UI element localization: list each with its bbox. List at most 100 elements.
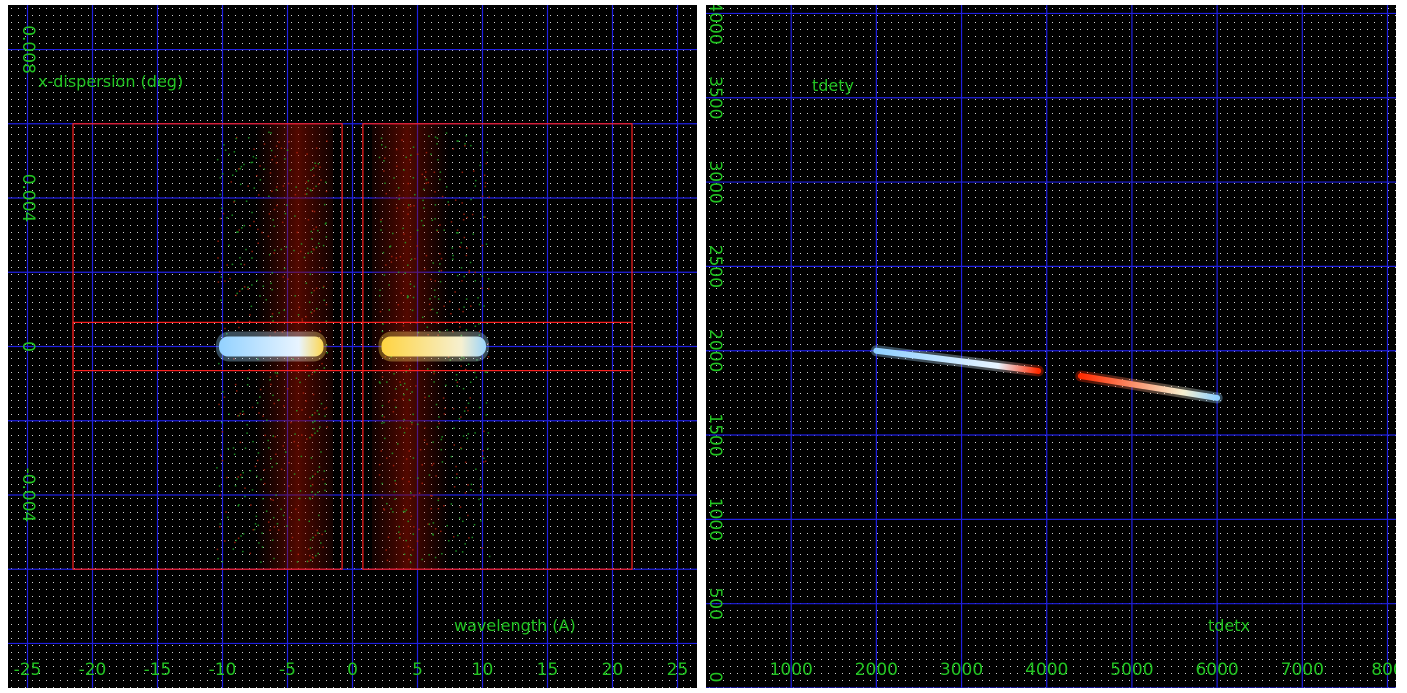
scatter-speck xyxy=(484,216,486,218)
x-tick-label: 15 xyxy=(537,660,559,680)
scatter-speck xyxy=(468,271,470,274)
scatter-speck xyxy=(316,307,318,310)
scatter-speck xyxy=(249,469,252,472)
scatter-speck xyxy=(308,301,311,303)
scatter-speck xyxy=(267,521,270,523)
scatter-speck xyxy=(286,149,289,151)
scatter-speck xyxy=(272,219,274,221)
scatter-speck xyxy=(478,406,481,409)
scatter-speck xyxy=(448,539,450,542)
scatter-speck xyxy=(453,486,456,488)
scatter-speck xyxy=(459,506,462,508)
scatter-speck xyxy=(270,383,272,386)
scatter-speck xyxy=(463,306,465,308)
scatter-speck xyxy=(240,476,243,479)
scatter-speck xyxy=(386,559,389,562)
scatter-speck xyxy=(288,462,290,464)
scatter-speck xyxy=(389,246,391,248)
scatter-speck xyxy=(424,427,426,429)
scatter-speck xyxy=(392,464,395,467)
scatter-speck xyxy=(482,461,485,463)
scatter-speck xyxy=(416,153,419,155)
scatter-speck xyxy=(257,524,260,527)
y-tick-label: 500 xyxy=(706,587,725,619)
scatter-speck xyxy=(307,219,310,221)
scatter-speck xyxy=(231,263,234,266)
scatter-speck xyxy=(483,305,485,307)
scatter-speck xyxy=(485,243,488,245)
scatter-speck xyxy=(306,153,308,155)
scatter-speck xyxy=(405,156,407,159)
scatter-speck xyxy=(433,381,435,383)
scatter-speck xyxy=(311,373,313,376)
scatter-speck xyxy=(460,447,463,450)
scatter-speck xyxy=(257,452,260,454)
scatter-speck xyxy=(398,537,401,539)
scatter-speck xyxy=(288,516,291,519)
scatter-speck xyxy=(449,300,451,303)
scatter-speck xyxy=(235,137,237,140)
scatter-speck xyxy=(450,503,453,505)
scatter-speck xyxy=(385,192,388,195)
scatter-speck xyxy=(275,453,277,456)
y-tick-label: 0.004 xyxy=(18,174,38,223)
scatter-speck xyxy=(280,468,283,471)
scatter-speck xyxy=(404,241,407,244)
scatter-speck xyxy=(318,242,320,245)
scatter-speck xyxy=(323,470,326,472)
scatter-speck xyxy=(220,276,223,278)
scatter-speck xyxy=(464,461,467,464)
scatter-speck xyxy=(467,402,470,405)
scatter-speck xyxy=(311,475,314,478)
scatter-speck xyxy=(265,510,268,513)
scatter-speck xyxy=(468,537,470,539)
scatter-speck xyxy=(399,256,402,258)
scatter-speck xyxy=(223,144,225,146)
scatter-speck xyxy=(315,165,317,167)
scatter-speck xyxy=(283,267,286,270)
scatter-speck xyxy=(320,402,323,405)
scatter-speck xyxy=(271,272,274,274)
scatter-speck xyxy=(224,280,226,282)
scatter-speck xyxy=(450,221,453,223)
scatter-speck xyxy=(429,309,432,311)
scatter-speck xyxy=(242,410,244,413)
order-band xyxy=(381,336,486,357)
scatter-speck xyxy=(465,298,468,300)
scatter-speck xyxy=(236,390,238,392)
scatter-speck xyxy=(225,511,227,513)
scatter-speck xyxy=(403,382,406,385)
scatter-speck xyxy=(425,151,428,154)
scatter-speck xyxy=(268,253,271,256)
scatter-speck xyxy=(267,439,269,442)
scatter-speck xyxy=(411,309,414,312)
scatter-speck xyxy=(423,207,425,209)
scatter-speck xyxy=(316,430,319,432)
scatter-speck xyxy=(381,330,384,333)
y-tick-label: 3000 xyxy=(706,160,725,203)
scatter-speck xyxy=(440,448,443,451)
scatter-speck xyxy=(402,227,404,230)
scatter-speck xyxy=(483,457,485,459)
scatter-speck xyxy=(424,396,426,399)
scatter-speck xyxy=(408,480,410,483)
scatter-speck xyxy=(379,382,381,384)
scatter-speck xyxy=(403,393,405,396)
scatter-speck xyxy=(309,477,311,480)
scatter-speck xyxy=(271,315,273,318)
scatter-speck xyxy=(251,161,254,164)
scatter-speck xyxy=(243,263,246,266)
scatter-speck xyxy=(316,369,318,371)
scatter-speck xyxy=(313,228,315,231)
scatter-speck xyxy=(481,547,483,549)
scatter-speck xyxy=(313,210,316,213)
scatter-speck xyxy=(457,140,460,142)
scatter-speck xyxy=(218,362,220,365)
scatter-speck xyxy=(322,286,325,289)
scatter-speck xyxy=(322,244,325,247)
scatter-speck xyxy=(474,325,477,327)
scatter-speck xyxy=(486,151,488,154)
scatter-speck xyxy=(434,528,437,530)
scatter-speck xyxy=(315,147,318,149)
scatter-speck xyxy=(274,436,277,438)
